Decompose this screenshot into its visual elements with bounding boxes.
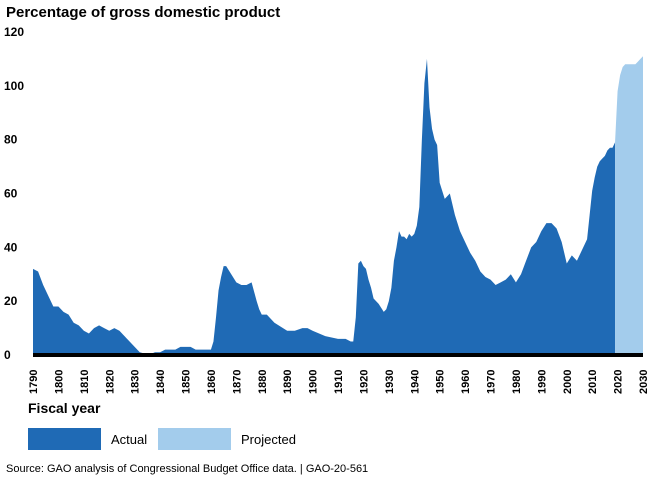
- x-tick-label: 1840: [155, 370, 167, 394]
- x-tick-label: 2010: [587, 370, 599, 394]
- legend: Fiscal year Actual Projected: [0, 396, 650, 456]
- y-tick-label: 100: [4, 79, 24, 93]
- x-tick-label: 1960: [460, 370, 472, 394]
- y-tick-label: 40: [4, 240, 18, 254]
- y-tick-label: 80: [4, 133, 18, 147]
- legend-title: Fiscal year: [28, 400, 101, 416]
- x-tick-label: 1920: [358, 370, 370, 394]
- x-tick-label: 2020: [613, 370, 625, 394]
- area-actual: [33, 58, 616, 356]
- x-tick-label: 1800: [53, 370, 65, 394]
- x-tick-label: 1830: [130, 370, 142, 394]
- x-tick-label: 1810: [79, 370, 91, 394]
- chart: Percentage of gross domestic product 0 20…: [4, 4, 650, 394]
- legend-swatch-actual: [28, 428, 101, 450]
- y-tick-label: 0: [4, 348, 11, 362]
- x-tick-label: 2000: [562, 370, 574, 394]
- x-tick-label: 1820: [104, 370, 116, 394]
- x-tick-label: 1860: [206, 370, 218, 394]
- x-tick-label: 2030: [638, 370, 650, 394]
- x-tick-label: 1790: [28, 370, 40, 394]
- legend-label-projected: Projected: [241, 431, 296, 447]
- x-tick-label: 1870: [231, 370, 243, 394]
- x-tick-label: 1990: [536, 370, 548, 394]
- legend-swatch-projected: [158, 428, 231, 450]
- x-tick-label: 1910: [333, 370, 345, 394]
- source-note: Source: GAO analysis of Congressional Bu…: [6, 463, 369, 475]
- legend-item-projected: Projected: [158, 428, 296, 450]
- x-tick-label: 1970: [486, 370, 498, 394]
- x-axis: 1790 1800 1810 1820 1830 1840 1850 1860 1870 1880…: [28, 370, 650, 394]
- plot-area: [33, 56, 643, 356]
- legend-label-actual: Actual: [111, 431, 148, 447]
- y-tick-label: 20: [4, 294, 18, 308]
- x-tick-label: 1890: [282, 370, 294, 394]
- chart-title: Percentage of gross domestic product: [6, 4, 280, 21]
- y-tick-label: 120: [4, 25, 24, 39]
- x-tick-label: 1930: [384, 370, 396, 394]
- area-projected: [615, 56, 643, 355]
- legend-item-actual: Actual: [28, 428, 147, 450]
- x-tick-label: 1980: [511, 370, 523, 394]
- x-tick-label: 1850: [181, 370, 193, 394]
- x-tick-label: 1880: [257, 370, 269, 394]
- x-tick-label: 1900: [308, 370, 320, 394]
- y-axis: 0 20 40 60 80 100 120: [4, 25, 24, 362]
- x-tick-label: 1950: [435, 370, 447, 394]
- x-tick-label: 1940: [409, 370, 421, 394]
- y-tick-label: 60: [4, 187, 18, 201]
